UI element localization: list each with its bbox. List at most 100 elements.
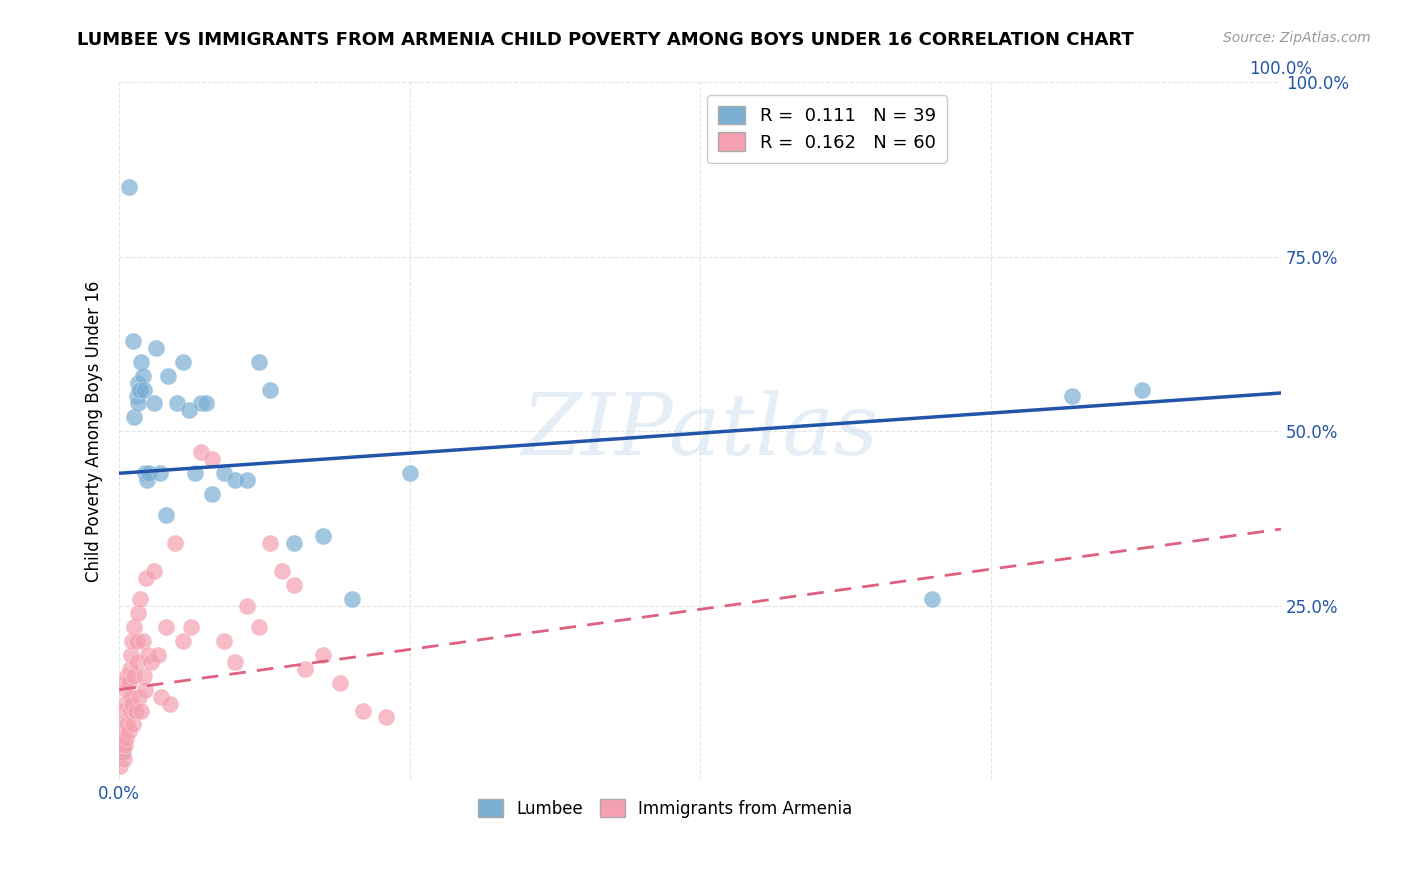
Point (110, 745, 132, 759)
Point (129, 591, 152, 606)
Text: Source: ZipAtlas.com: Source: ZipAtlas.com (1223, 31, 1371, 45)
Point (127, 396, 149, 410)
Point (125, 655, 148, 669)
Point (201, 452, 224, 467)
Point (283, 578, 305, 592)
Point (311, 648, 333, 662)
Point (124, 620, 146, 634)
Point (124, 668, 146, 682)
Point (184, 467, 207, 481)
Point (131, 354, 153, 368)
Point (149, 467, 172, 481)
Point (134, 467, 156, 481)
Point (121, 633, 143, 648)
Point (118, 704, 141, 718)
Point (114, 739, 136, 753)
Point (143, 564, 166, 578)
Point (311, 529, 333, 543)
Point (259, 536, 281, 550)
Point (159, 697, 181, 711)
Point (247, 620, 270, 634)
Point (129, 383, 152, 397)
Point (120, 648, 142, 662)
Point (120, 690, 142, 704)
Point (190, 445, 212, 459)
Point (127, 376, 149, 390)
Point (150, 690, 173, 704)
Point (122, 717, 145, 731)
Point (224, 473, 246, 487)
Point (134, 682, 156, 697)
Legend: Lumbee, Immigrants from Armenia: Lumbee, Immigrants from Armenia (471, 793, 859, 824)
Point (146, 648, 169, 662)
Point (236, 473, 259, 487)
Point (112, 704, 135, 718)
Point (125, 633, 148, 648)
Point (135, 571, 157, 585)
Point (375, 710, 398, 724)
Point (247, 354, 270, 368)
Point (283, 536, 305, 550)
Point (177, 403, 200, 417)
Point (172, 354, 194, 368)
Point (110, 759, 132, 773)
Point (1130, 383, 1153, 397)
Point (132, 383, 155, 397)
Point (340, 591, 363, 606)
Point (139, 655, 162, 669)
Point (110, 731, 132, 746)
Point (118, 662, 141, 676)
Point (121, 697, 143, 711)
Point (195, 396, 218, 410)
Text: LUMBEE VS IMMIGRANTS FROM ARMENIA CHILD POVERTY AMONG BOYS UNDER 16 CORRELATION : LUMBEE VS IMMIGRANTS FROM ARMENIA CHILD … (77, 31, 1135, 49)
Point (131, 368, 153, 383)
Point (115, 682, 138, 697)
Point (131, 633, 153, 648)
Point (224, 655, 246, 669)
Point (172, 633, 194, 648)
Point (259, 383, 281, 397)
Point (111, 717, 134, 731)
Point (201, 487, 224, 501)
Point (190, 396, 212, 410)
Point (132, 668, 155, 682)
Point (128, 383, 150, 397)
Point (114, 675, 136, 690)
Point (1060, 389, 1083, 403)
Point (117, 724, 139, 739)
Point (117, 668, 139, 682)
Point (155, 508, 177, 522)
Point (111, 739, 134, 753)
Point (180, 620, 202, 634)
Point (166, 396, 188, 410)
Point (117, 717, 139, 731)
Point (145, 341, 167, 355)
Point (136, 648, 159, 662)
Point (157, 368, 180, 383)
Point (128, 690, 150, 704)
Point (124, 410, 146, 425)
Point (117, 675, 139, 690)
Point (125, 389, 148, 403)
Point (114, 697, 136, 711)
Point (212, 467, 235, 481)
Point (111, 745, 134, 759)
Point (112, 752, 135, 766)
Point (271, 564, 294, 578)
Y-axis label: Child Poverty Among Boys Under 16: Child Poverty Among Boys Under 16 (86, 281, 103, 582)
Point (143, 396, 166, 410)
Point (122, 334, 145, 348)
Point (352, 704, 374, 718)
Text: ZIPatlas: ZIPatlas (522, 390, 879, 473)
Point (131, 704, 153, 718)
Point (236, 599, 259, 613)
Point (115, 731, 138, 746)
Point (138, 467, 160, 481)
Point (155, 620, 177, 634)
Point (329, 675, 352, 690)
Point (398, 467, 420, 481)
Point (127, 606, 149, 620)
Point (117, 180, 139, 194)
Point (921, 591, 943, 606)
Point (212, 633, 235, 648)
